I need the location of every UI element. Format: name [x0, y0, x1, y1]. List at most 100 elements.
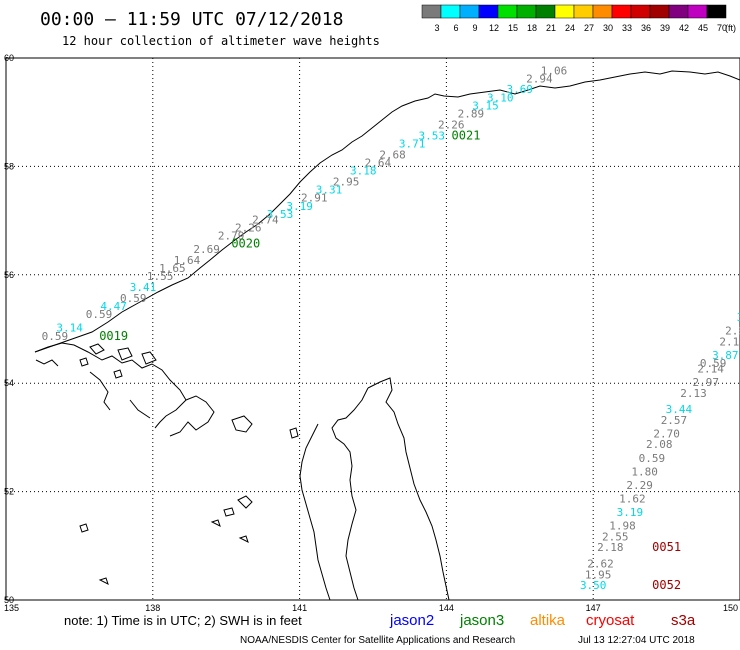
wave-height-value: 3.10	[487, 91, 514, 104]
footer-credit: NOAA/NESDIS Center for Satellite Applica…	[240, 635, 515, 646]
legend-bin-label: 30	[603, 23, 613, 33]
wave-height-value: 2.68	[379, 148, 406, 161]
wave-height-value: 2.94	[526, 72, 553, 85]
legend-bin-label: 6	[453, 23, 458, 33]
legend-unit: (ft)	[725, 23, 736, 33]
wave-height-value: 2.26	[235, 221, 262, 234]
wave-height-value: 0.59	[700, 357, 727, 370]
wave-height-value: 3.41	[130, 281, 157, 294]
legend-bin-label: 21	[546, 23, 556, 33]
lon-tick-label: 135	[4, 603, 19, 613]
wave-height-value: 1.64	[174, 254, 201, 267]
wave-height-value: 3.50	[580, 579, 607, 592]
wave-height-value: 2.79	[218, 230, 245, 243]
wave-height-value: 2.64	[365, 156, 392, 169]
wave-height-value: 3.15	[472, 99, 499, 112]
lat-tick-label: 54	[4, 378, 14, 388]
pass-label: 0021	[452, 128, 481, 142]
wave-height-value: 0.59	[639, 452, 666, 465]
lat-tick-label: 52	[4, 487, 14, 497]
legend-swatch	[592, 4, 613, 19]
legend-bin-label: 9	[472, 23, 477, 33]
wave-height-value: 2.95	[333, 175, 360, 188]
wave-height-value: 1.62	[619, 492, 646, 505]
legend-bin-label: 36	[641, 23, 651, 33]
lat-tick-label: 56	[4, 270, 14, 280]
wave-height-value: 3.53	[418, 129, 445, 142]
legend-swatch	[421, 4, 442, 19]
legend-swatch	[535, 4, 556, 19]
wave-height-value: 3.14	[56, 322, 83, 335]
map-subtitle: 12 hour collection of altimeter wave hei…	[62, 34, 380, 48]
legend-swatch	[668, 4, 689, 19]
wave-height-value: 2.55	[602, 530, 629, 543]
pass-label: 0052	[652, 578, 681, 592]
map-frame	[5, 57, 740, 601]
footer-timestamp: Jul 13 12:27:04 UTC 2018	[578, 635, 695, 646]
legend-bin-label: 42	[679, 23, 689, 33]
satellite-legend: jason2 jason3 altika cryosat s3a	[389, 612, 696, 629]
wave-height-value: 3	[737, 311, 740, 324]
legend-swatch	[649, 4, 670, 19]
legend-swatch	[459, 4, 480, 19]
legend-swatch	[516, 4, 537, 19]
wave-height-value: 2.89	[458, 108, 485, 121]
observation-labels: 1.062.943.693.103.152.892.263.533.712.68…	[42, 64, 740, 592]
wave-height-value: 2.91	[301, 192, 328, 205]
satellite-name: s3a	[671, 612, 696, 629]
legend-swatch	[573, 4, 594, 19]
legend-bin-label: 70	[717, 23, 727, 33]
wave-height-value: 3.18	[350, 165, 377, 178]
lat-tick-label: 60	[4, 53, 14, 63]
mainland-south-coastline	[299, 423, 331, 601]
satellite-name: altika	[530, 612, 566, 629]
pass-label: 0019	[99, 329, 128, 343]
legend-bin-label: 45	[698, 23, 708, 33]
pass-label: 0020	[231, 237, 260, 251]
sakhalin-island	[331, 377, 450, 601]
wave-height-value: 4.47	[100, 300, 127, 313]
wave-height-value: 2.70	[653, 427, 680, 440]
wave-height-value: 0.59	[42, 330, 69, 343]
lat-tick-label: 58	[4, 161, 14, 171]
north-coastline	[34, 70, 740, 353]
wave-height-value: 3.31	[316, 184, 343, 197]
legend-swatch	[554, 4, 575, 19]
legend-swatch	[687, 4, 708, 19]
wave-height-value: 2.62	[587, 557, 614, 570]
wave-height-value: 1.06	[541, 64, 568, 77]
pass-label: 0051	[652, 540, 681, 554]
map-title: 00:00 – 11:59 UTC 07/12/2018	[40, 9, 343, 30]
wave-height-color-scale: 3 6 9 12 15 18 21 24 27 30 33 36 39 42 45 70(ft)	[421, 4, 736, 33]
shantar-islands	[79, 343, 157, 379]
wave-height-value: 0.59	[86, 308, 113, 321]
wave-height-value: 3.19	[286, 200, 313, 213]
legend-bin-label: 33	[622, 23, 632, 33]
wave-height-value: 3.44	[666, 403, 693, 416]
legend-bin-label: 18	[527, 23, 537, 33]
wave-height-value: 1.95	[585, 568, 612, 581]
wave-height-value: 2.74	[252, 213, 279, 226]
lon-tick-label: 141	[292, 603, 307, 613]
west-coastline	[34, 342, 187, 429]
wave-height-value: 2.12	[719, 335, 740, 348]
lon-tick-label: 144	[439, 603, 454, 613]
wave-height-value: 2.08	[646, 438, 673, 451]
lat-tick-label: 50	[4, 595, 14, 605]
lon-tick-label: 147	[586, 603, 601, 613]
wave-height-value: 2.9	[725, 324, 740, 337]
legend-bin-label: 39	[660, 23, 670, 33]
satellite-name: jason3	[459, 612, 504, 629]
satellite-name: jason2	[389, 612, 434, 629]
wave-height-value: 1.98	[609, 520, 636, 533]
satellite-name: cryosat	[586, 612, 635, 629]
legend-bin-label: 27	[584, 23, 594, 33]
wave-height-value: 2.14	[697, 362, 724, 375]
legend-swatch	[440, 4, 461, 19]
legend-bin-label: 12	[489, 23, 499, 33]
legend-bin-label: 24	[565, 23, 575, 33]
wave-height-value: 2.26	[438, 118, 465, 131]
